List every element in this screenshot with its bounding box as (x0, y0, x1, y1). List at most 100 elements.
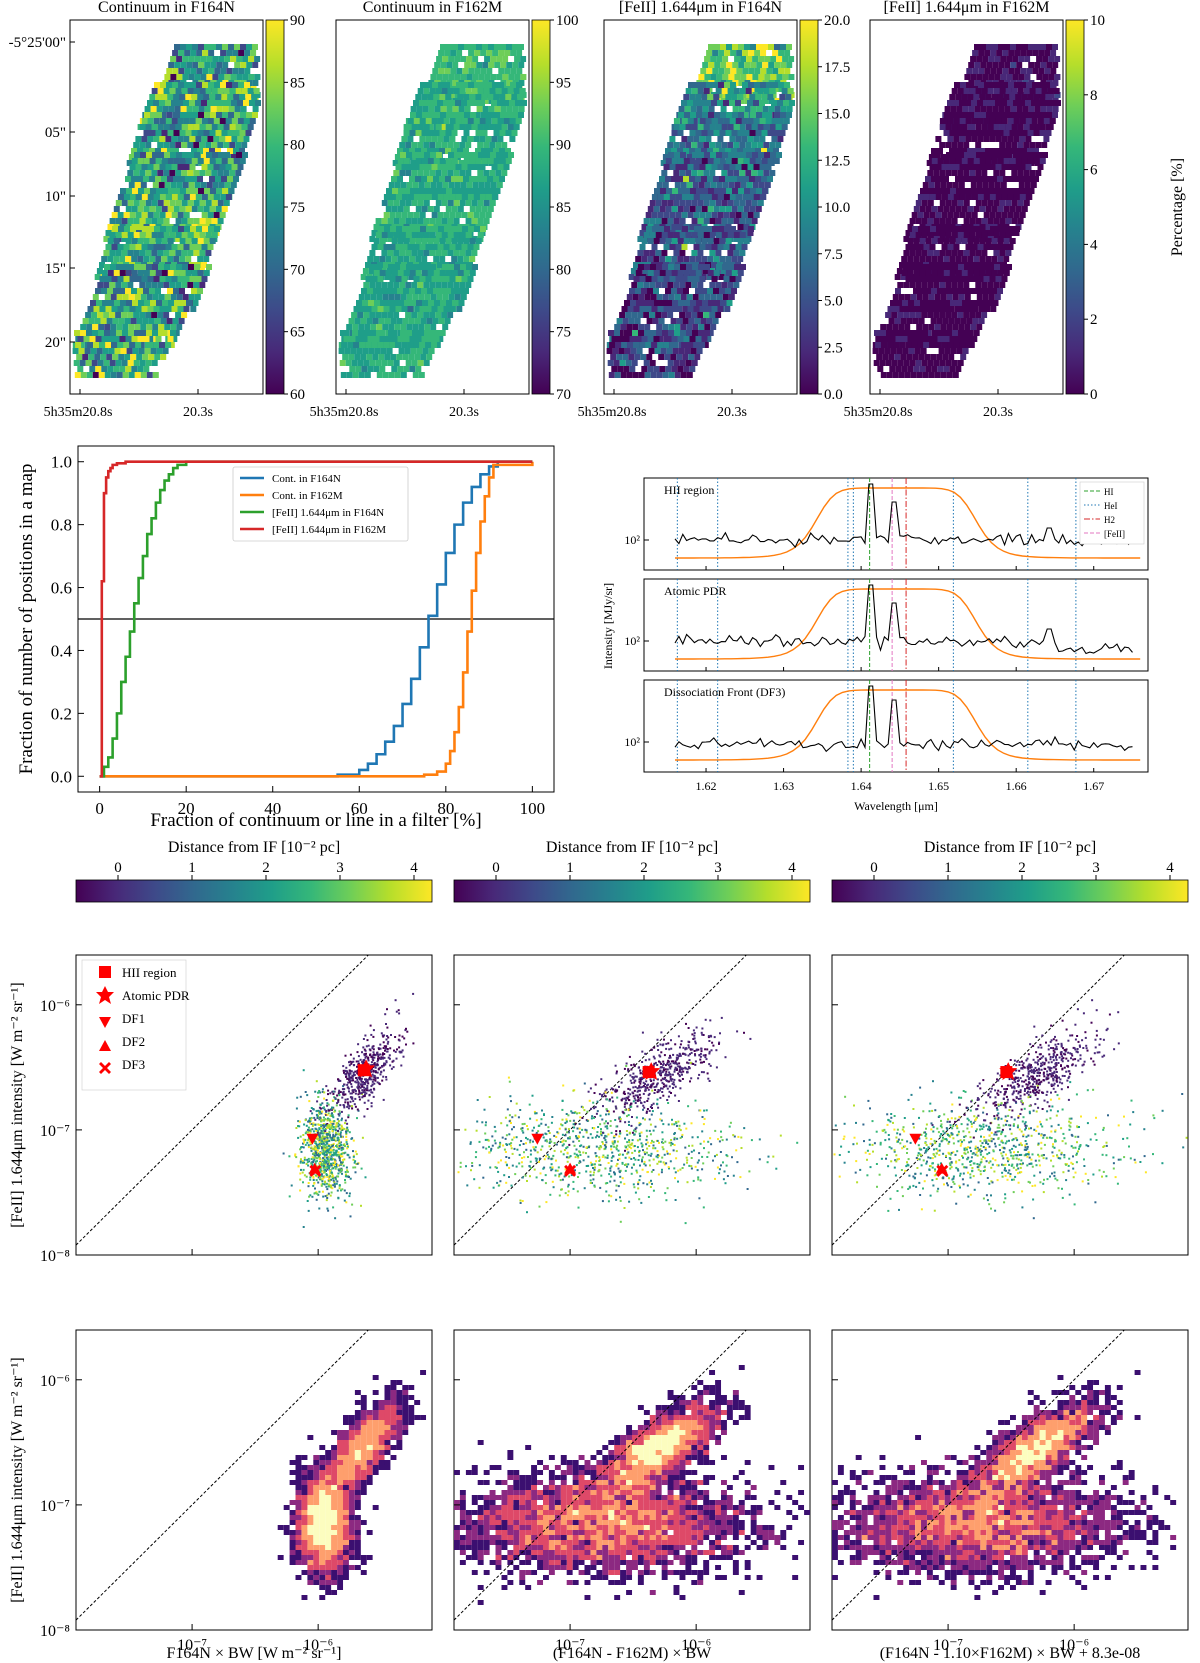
map-pixel (394, 372, 401, 378)
map-pixel (979, 158, 986, 164)
map-pixel (668, 324, 675, 330)
map-pixel (1025, 136, 1032, 142)
map-pixel (422, 188, 428, 194)
map-pixel (518, 44, 524, 50)
map-pixel (186, 62, 193, 68)
map-pixel (971, 164, 978, 170)
map-pixel (617, 366, 624, 372)
map-pixel (112, 354, 119, 360)
map-pixel (389, 212, 396, 218)
map-pixel (163, 88, 170, 94)
map-pixel (396, 354, 403, 360)
map-pixel (689, 224, 696, 230)
map-pixel (402, 354, 409, 360)
map-pixel (368, 348, 375, 354)
map-pixel (385, 256, 392, 262)
map-pixel (412, 294, 419, 300)
map-pixel (686, 324, 693, 330)
map-pixel (208, 82, 214, 88)
map-pixel (677, 158, 684, 164)
map-pixel (239, 148, 245, 154)
map-pixel (465, 200, 472, 206)
map-pixel (171, 194, 178, 200)
map-pixel (665, 366, 672, 372)
map-pixel (119, 336, 126, 342)
map-pixel (699, 194, 706, 200)
map-pixel (655, 250, 662, 256)
map-pixel (138, 300, 144, 306)
map-pixel (752, 56, 759, 62)
map-pixel (471, 88, 478, 94)
map-pixel (83, 336, 90, 342)
map-pixel (397, 238, 404, 244)
map-pixel (964, 74, 971, 80)
map-pixel (146, 330, 152, 336)
map-pixel (1006, 264, 1012, 270)
map-pixel (422, 300, 428, 306)
map-pixel (159, 194, 166, 200)
map-pixel (107, 224, 114, 230)
map-pixel (1027, 148, 1033, 154)
map-pixel (390, 354, 397, 360)
map-pixel (199, 282, 206, 288)
map-pixel (934, 182, 941, 188)
map-pixel (449, 244, 456, 250)
map-pixel (1016, 112, 1022, 118)
map-pixel (143, 238, 150, 244)
map-pixel (167, 256, 174, 262)
map-pixel (689, 158, 696, 164)
map-pixel (1054, 74, 1061, 80)
map-pixel (423, 232, 430, 238)
map-pixel (689, 176, 695, 182)
map-pixel (394, 324, 401, 330)
map-pixel (446, 112, 452, 118)
map-pixel (223, 142, 230, 148)
map-pixel (424, 152, 430, 158)
map-pixel (656, 182, 663, 188)
map-pixel (131, 366, 138, 372)
map-pixels (606, 44, 795, 378)
map-pixel (180, 188, 186, 194)
map-pixel (105, 230, 112, 236)
map-pixel (408, 226, 414, 232)
map-pixel (173, 130, 180, 136)
map-pixel (1036, 74, 1043, 80)
map-pixel (142, 318, 149, 324)
map-pixel (384, 226, 390, 232)
map-pixel (163, 232, 170, 238)
map-pixel (975, 250, 982, 256)
map-pixel (1036, 56, 1043, 62)
map-pixel (471, 200, 478, 206)
map-pixel (498, 82, 504, 88)
map-pixel (726, 44, 732, 50)
map-pixel (438, 68, 445, 74)
map-pixel (395, 212, 402, 218)
map-pixel (763, 124, 770, 130)
map-pixel (200, 74, 207, 80)
map-pixel (939, 200, 946, 206)
map-pixel (763, 88, 770, 94)
map-pixel (421, 206, 428, 212)
map-pixel (739, 170, 746, 176)
map-pixel (629, 336, 636, 342)
map-pixel (183, 136, 190, 142)
map-pixel (725, 94, 732, 100)
map-pixel (1024, 74, 1031, 80)
map-pixel (983, 212, 990, 218)
map-pixel (769, 170, 776, 176)
colorbar-tick-label: 7.5 (824, 247, 843, 263)
map-pixel (625, 360, 632, 366)
map-pixel (940, 154, 947, 160)
map-pixel (185, 256, 192, 262)
map-pixel (789, 100, 795, 106)
map-pixel (686, 330, 692, 336)
map-pixel (179, 94, 186, 100)
map-pixel (729, 118, 736, 124)
map-pixel (708, 188, 714, 194)
map-pixel (411, 200, 418, 206)
map-pixel (360, 274, 367, 280)
map-pixel (1019, 118, 1026, 124)
map-pixel (638, 330, 644, 336)
map-pixel (647, 366, 654, 372)
map-pixel (369, 236, 376, 242)
